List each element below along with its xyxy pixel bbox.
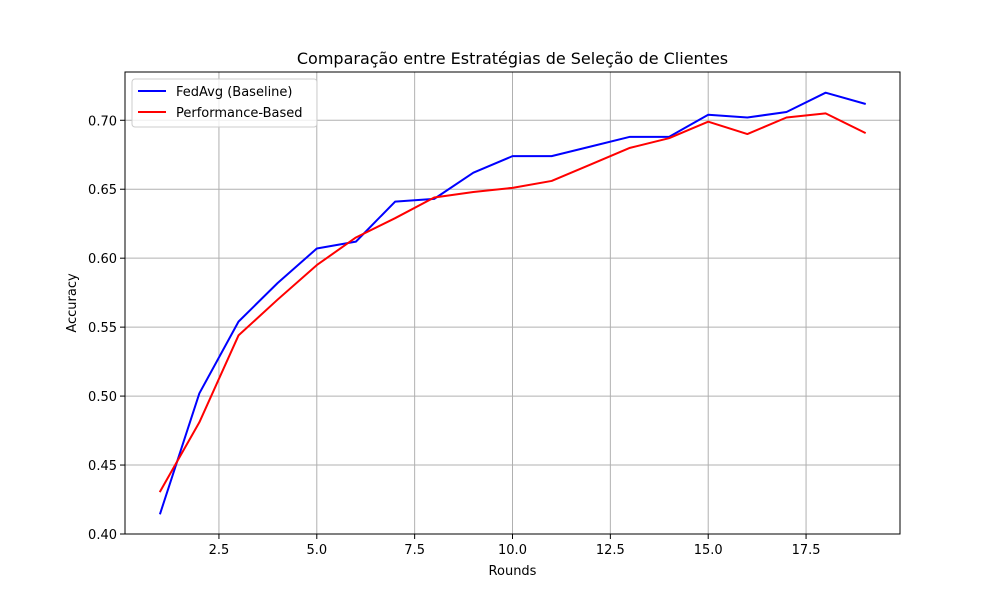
series-line-performance-based — [158, 112, 867, 493]
series-lines — [158, 91, 867, 515]
legend-box — [131, 78, 318, 128]
x-tick-label: 10.0 — [498, 543, 527, 558]
y-tick-label: 0.55 — [88, 321, 117, 336]
chart-title: Comparação entre Estratégias de Seleção … — [297, 49, 728, 68]
y-tick-label: 0.40 — [88, 528, 117, 543]
y-tick-label: 0.60 — [88, 252, 117, 267]
legend: FedAvg (Baseline) Performance-Based — [131, 78, 318, 128]
x-tick-label: 5.0 — [306, 543, 327, 558]
x-tick-label: 15.0 — [694, 543, 723, 558]
y-axis-label: Accuracy — [65, 273, 80, 333]
legend-label-fedavg: FedAvg (Baseline) — [176, 85, 293, 100]
legend-label-performance: Performance-Based — [176, 106, 303, 121]
y-tick-label: 0.65 — [88, 183, 117, 198]
y-tick-label: 0.45 — [88, 459, 117, 474]
axis-ticks: 2.5 5.0 7.5 10.0 12.5 15.0 17.5 0.40 0.45 0.50 0.5… — [88, 114, 820, 558]
y-tick-label: 0.50 — [88, 390, 117, 405]
y-tick-label: 0.70 — [88, 114, 117, 129]
grid-lines — [125, 72, 900, 535]
x-tick-label: 17.5 — [792, 543, 821, 558]
x-tick-label: 12.5 — [596, 543, 625, 558]
x-tick-label: 7.5 — [404, 543, 425, 558]
x-axis-label: Rounds — [489, 564, 537, 579]
series-line-fedavg — [158, 91, 867, 515]
x-tick-label: 2.5 — [209, 543, 230, 558]
